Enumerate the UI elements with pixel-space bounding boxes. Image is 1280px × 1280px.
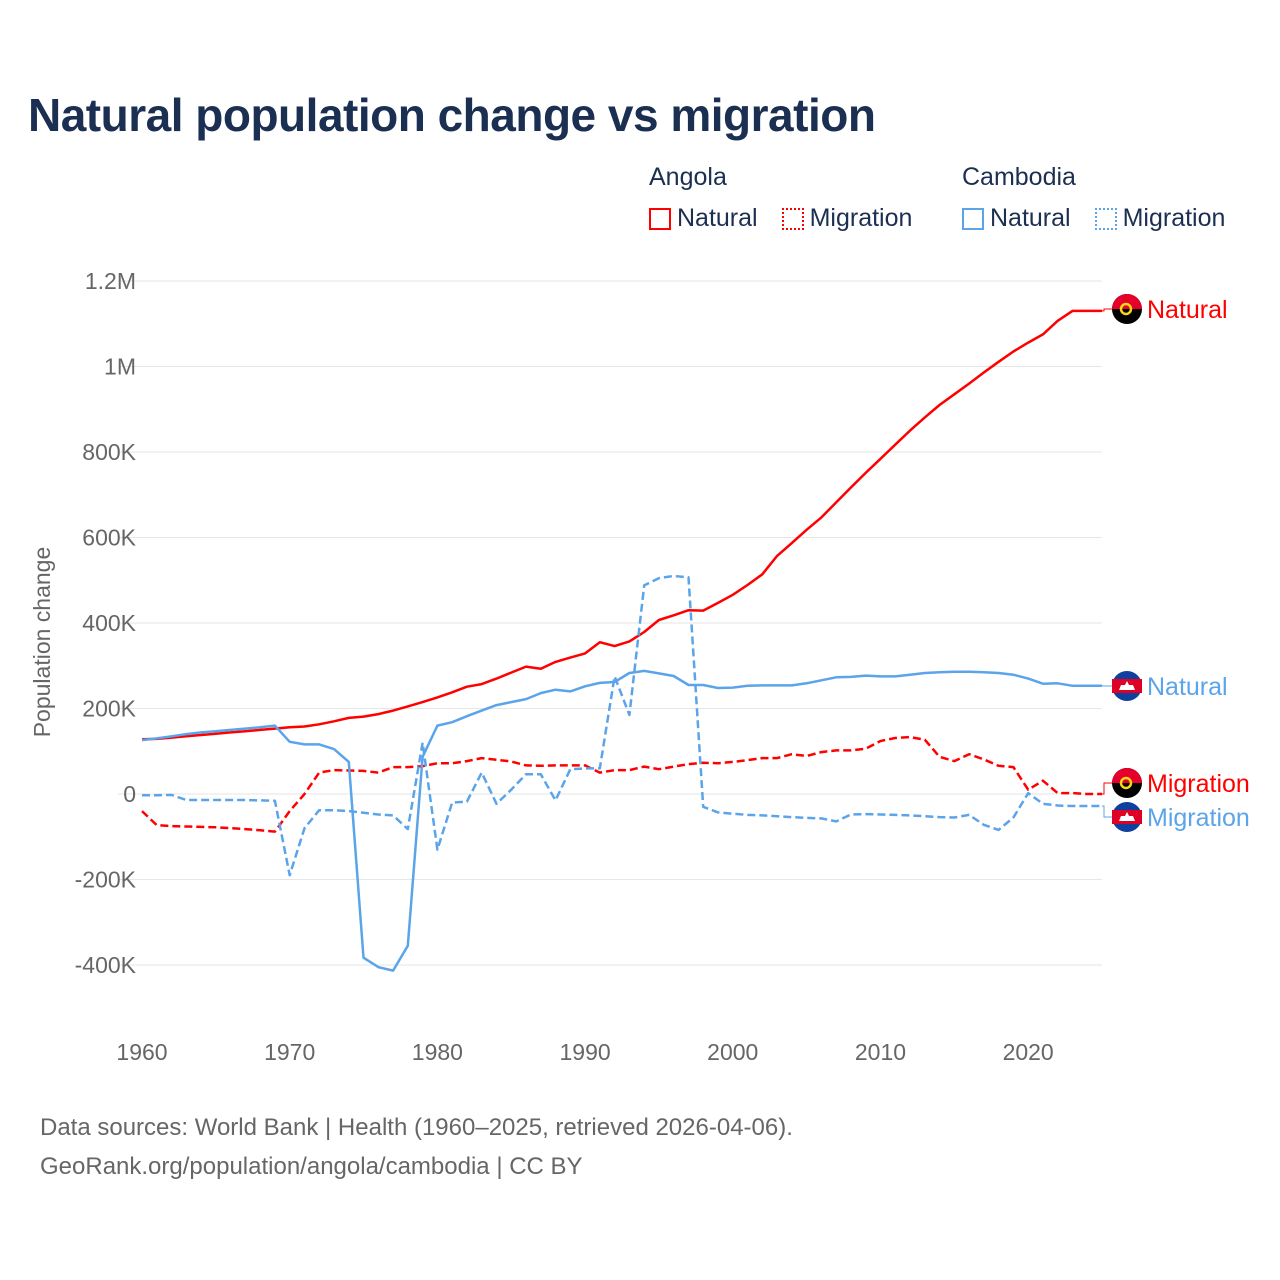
legend-label: Migration [1122,204,1226,232]
legend-country-angola: Angola [649,163,727,191]
legend-cambodia: Cambodia Natural Migration [962,163,1245,233]
footer-link[interactable]: GeoRank.org/population/angola/cambodia |… [40,1153,583,1180]
end-connector [1102,308,1112,312]
x-tick-label: 2010 [855,1039,906,1065]
series-line-cambodia-natural [141,669,1102,972]
flag-emblem [1119,776,1133,790]
end-connector [1102,782,1112,795]
flag-red-half [1112,294,1142,309]
y-tick-label: 400K [82,610,136,636]
series-line-angola-migration [141,735,1102,833]
end-connector [1102,805,1112,818]
footer: Data sources: World Bank | Health (1960–… [40,1108,793,1186]
series-line-angola-natural [141,309,1102,741]
end-label: Migration [1147,770,1250,798]
x-tick-label: 2020 [1003,1039,1054,1065]
y-tick-label: -400K [75,952,137,978]
footer-sources: Data sources: World Bank | Health (1960–… [40,1114,793,1141]
legend-item-cambodia-migration[interactable]: Migration [1094,204,1226,233]
legend-label: Natural [677,204,758,232]
legend-item-angola-migration[interactable]: Migration [781,204,913,233]
legend-country-cambodia: Cambodia [962,163,1076,191]
y-tick-label: 0 [123,781,136,807]
x-tick-label: 1970 [264,1039,315,1065]
cambodia-flag-icon [1112,671,1142,701]
flag-red-half [1112,768,1142,783]
end-label: Natural [1147,673,1228,701]
x-tick-label: 1980 [412,1039,463,1065]
cambodia-flag-icon [1112,802,1142,832]
angola-flag-icon [1112,294,1142,324]
legend-item-cambodia-natural[interactable]: Natural [962,204,1071,233]
y-tick-label: 800K [82,439,136,465]
legend-label: Natural [990,204,1071,232]
legend-angola: Angola Natural Migration [649,163,932,233]
x-tick-label: 2000 [707,1039,758,1065]
y-tick-label: 1.2M [85,268,136,294]
y-tick-label: 600K [82,525,136,551]
legend-swatch-solid [962,207,984,230]
y-tick-label: 1M [104,354,136,380]
y-axis-label: Population change [29,547,55,738]
legend-swatch-dotted [781,207,804,230]
x-tick-label: 1990 [559,1039,610,1065]
flag-emblem [1119,302,1133,316]
legend-label: Migration [809,204,913,232]
x-tick-label: 1960 [116,1039,167,1065]
angola-flag-icon [1112,768,1142,798]
y-tick-label: 200K [82,696,136,722]
legend-item-angola-natural[interactable]: Natural [649,204,758,233]
end-label: Migration [1147,804,1250,832]
legend-swatch-dotted [1094,207,1117,230]
flag-temple [1119,812,1135,821]
chart-title: Natural population change vs migration [28,89,876,141]
series-line-cambodia-migration [142,574,1102,877]
legend-swatch-solid [649,207,671,230]
y-tick-label: -200K [75,867,137,893]
end-label: Natural [1147,296,1228,324]
flag-temple [1119,681,1135,690]
